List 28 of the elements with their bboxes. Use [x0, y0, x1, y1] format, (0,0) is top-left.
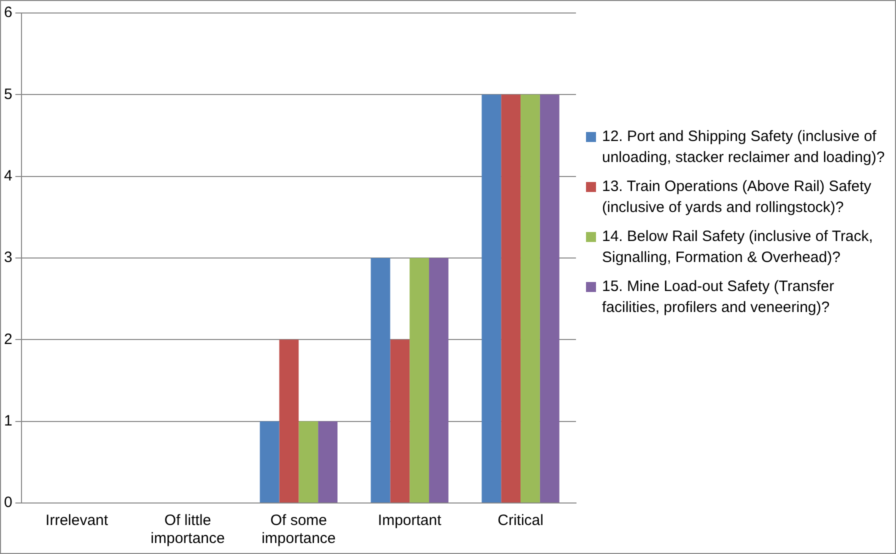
bar: [482, 94, 502, 502]
y-tick-label: 1: [4, 412, 12, 430]
bar: [260, 421, 280, 502]
x-tick-label: Critical: [498, 512, 544, 530]
y-tick-label: 4: [4, 167, 12, 184]
y-tick-label: 0: [4, 494, 12, 512]
x-tick-label: Irrelevant: [46, 512, 109, 530]
bar: [520, 94, 540, 502]
legend-label: 12. Port and Shipping Safety (inclusive of unloading, stacker reclaimer and loading)?: [602, 127, 886, 168]
y-tick-label: 2: [4, 330, 12, 348]
y-tick-label: 6: [4, 4, 12, 22]
bar: [410, 258, 430, 502]
x-tick-label: Important: [378, 512, 442, 530]
bar: [429, 258, 448, 502]
bar: [279, 340, 299, 502]
legend-label: 13. Train Operations (Above Rail) Safety (inclusive of yards and rollingstock)?: [602, 177, 872, 218]
bar: [298, 421, 318, 502]
x-tick-label: Of little importance: [150, 512, 225, 548]
bar: [370, 258, 390, 502]
bar: [501, 94, 521, 502]
bar: [390, 340, 410, 502]
y-tick-label: 5: [4, 86, 12, 103]
bar: [540, 94, 560, 502]
x-tick-label: Of some importance: [262, 512, 336, 548]
y-tick-label: 3: [4, 249, 12, 266]
bar: [318, 421, 338, 502]
legend-label: 15. Mine Load-out Safety (Transfer facilities, profilers and veneering)?: [602, 277, 836, 318]
legend-label: 14. Below Rail Safety (inclusive of Track, Signalling, Formation & Overhead)?: [602, 227, 874, 268]
